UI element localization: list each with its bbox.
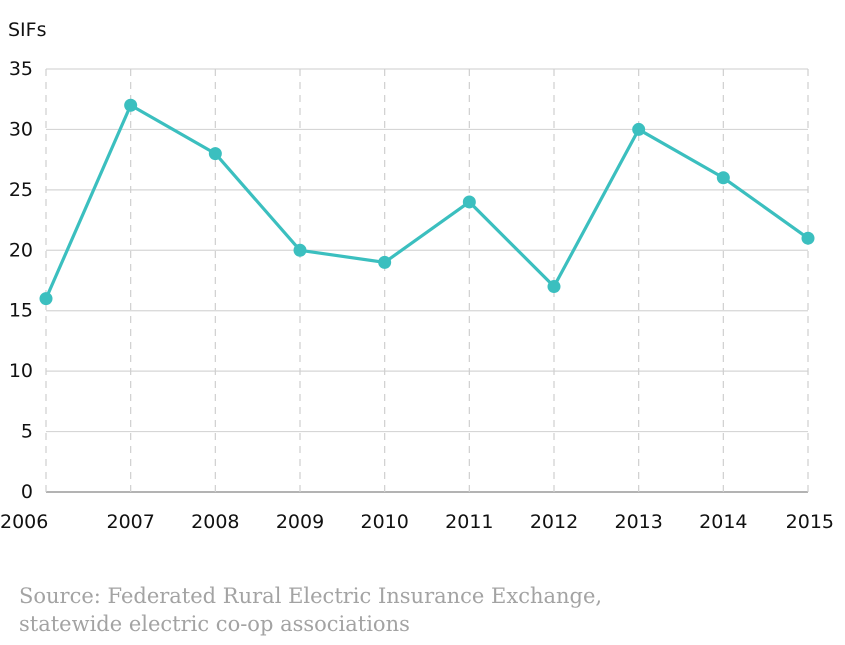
series-line (44, 103, 810, 301)
source-line-2: statewide electric co-op associations (19, 612, 410, 636)
y-tick-labels: 0 5 10 15 20 25 30 35 (9, 58, 33, 503)
x-tick-labels: 2006 2007 2008 2009 2010 2011 2012 2013 2014 2015 (0, 511, 834, 533)
vertical-gridlines (45, 69, 809, 492)
y-tick-label: 0 (21, 481, 33, 503)
y-tick-label: 15 (9, 300, 33, 322)
data-point-2012 (547, 280, 561, 294)
x-tick-label: 2009 (276, 511, 324, 533)
y-tick-label: 10 (9, 360, 33, 382)
source-note: Source: Federated Rural Electric Insuran… (19, 582, 819, 638)
x-tick-label: 2012 (530, 511, 578, 533)
x-tick-label: 2010 (360, 511, 408, 533)
source-line-1: Source: Federated Rural Electric Insuran… (19, 584, 603, 608)
y-tick-label: 20 (9, 239, 33, 261)
y-tick-label: 5 (21, 421, 33, 443)
data-point-2014 (716, 171, 730, 185)
x-tick-label: 2007 (106, 511, 154, 533)
data-point-2013 (632, 122, 646, 136)
horizontal-gridlines (46, 68, 808, 493)
line-chart: SIFs 0 5 10 15 20 25 30 35 2006 2007 2008 2009 2010… (0, 19, 834, 533)
y-axis-label: SIFs (8, 19, 47, 41)
y-tick-label: 35 (9, 58, 33, 80)
data-point-2010 (378, 255, 392, 269)
x-tick-label: 2013 (614, 511, 662, 533)
x-tick-label: 2014 (699, 511, 747, 533)
data-point-2008 (208, 147, 222, 161)
data-point-2007 (124, 98, 138, 112)
data-point-2015 (801, 231, 815, 245)
y-tick-label: 25 (9, 179, 33, 201)
x-tick-label: 2015 (786, 511, 834, 533)
x-tick-label: 2011 (445, 511, 493, 533)
x-tick-label: 2006 (0, 511, 48, 533)
data-point-2006 (39, 292, 53, 306)
data-point-2009 (293, 243, 307, 257)
x-tick-label: 2008 (191, 511, 239, 533)
data-series (39, 98, 815, 306)
data-point-2011 (462, 195, 476, 209)
y-tick-label: 30 (9, 118, 33, 140)
